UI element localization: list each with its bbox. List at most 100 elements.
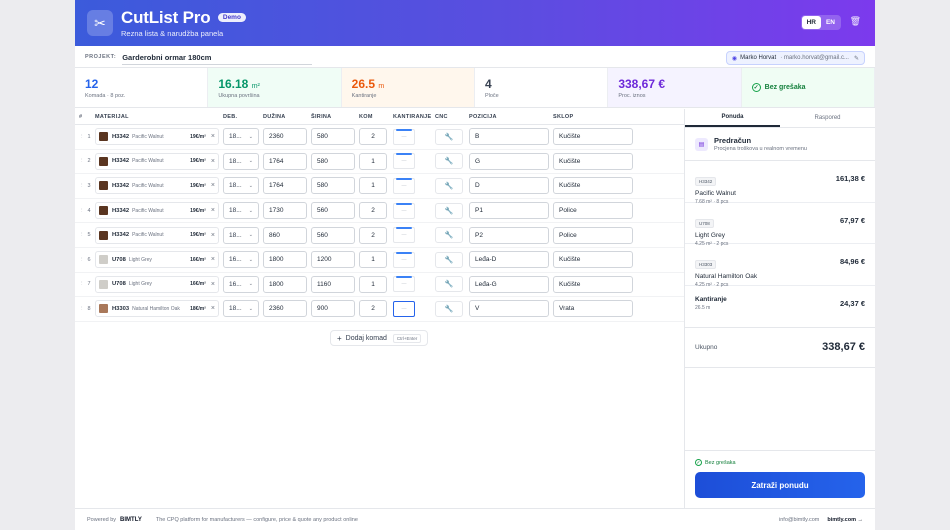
- material-select[interactable]: H3342 Pacific Walnut 19€/m² ×: [95, 202, 219, 220]
- position-input[interactable]: G: [469, 152, 549, 170]
- wrench-icon[interactable]: 🔧: [435, 202, 463, 219]
- close-icon[interactable]: ×: [210, 207, 215, 215]
- quantity-input[interactable]: 2: [359, 300, 387, 318]
- thickness-select[interactable]: 18... ⌄: [223, 202, 259, 220]
- thickness-select[interactable]: 18... ⌄: [223, 152, 259, 170]
- position-input[interactable]: B: [469, 128, 549, 146]
- length-input[interactable]: 2360: [263, 128, 307, 146]
- width-input[interactable]: 580: [311, 177, 355, 195]
- wrench-icon[interactable]: 🔧: [435, 276, 463, 293]
- quantity-input[interactable]: 1: [359, 275, 387, 293]
- assembly-input[interactable]: Kučište: [553, 128, 633, 146]
- wrench-icon[interactable]: 🔧: [435, 128, 463, 145]
- material-select[interactable]: U708 Light Grey 16€/m² ×: [95, 251, 219, 269]
- position-input[interactable]: Leđa-G: [469, 275, 549, 293]
- quantity-input[interactable]: 1: [359, 251, 387, 269]
- tab-offer[interactable]: Ponuda: [685, 109, 780, 127]
- material-select[interactable]: H3342 Pacific Walnut 19€/m² ×: [95, 177, 219, 195]
- edge-banding-picker[interactable]: —: [393, 251, 415, 268]
- close-icon[interactable]: ×: [210, 280, 215, 288]
- edge-banding-picker[interactable]: —: [393, 128, 415, 145]
- length-input[interactable]: 1730: [263, 202, 307, 220]
- material-select[interactable]: H3342 Pacific Walnut 19€/m² ×: [95, 152, 219, 170]
- quantity-input[interactable]: 1: [359, 177, 387, 195]
- quantity-input[interactable]: 1: [359, 152, 387, 170]
- footer-site-link[interactable]: bimtly.com →: [827, 516, 863, 523]
- width-input[interactable]: 900: [311, 300, 355, 318]
- close-icon[interactable]: ×: [210, 305, 215, 313]
- user-chip[interactable]: ◉ Marko Horvat · marko.horvat@gmail.c...…: [725, 51, 865, 65]
- drag-handle-icon[interactable]: ⋮: [79, 133, 85, 140]
- edge-banding-picker[interactable]: —: [393, 202, 415, 219]
- lang-en-button[interactable]: EN: [825, 19, 835, 26]
- width-input[interactable]: 1160: [311, 275, 355, 293]
- drag-handle-icon[interactable]: ⋮: [79, 232, 85, 239]
- close-icon[interactable]: ×: [210, 182, 215, 190]
- position-input[interactable]: P1: [469, 202, 549, 220]
- position-input[interactable]: V: [469, 300, 549, 318]
- thickness-select[interactable]: 18... ⌄: [223, 177, 259, 195]
- close-icon[interactable]: ×: [210, 231, 215, 239]
- drag-handle-icon[interactable]: ⋮: [79, 256, 85, 263]
- length-input[interactable]: 1764: [263, 177, 307, 195]
- material-select[interactable]: H3303 Natural Hamilton Oak 18€/m² ×: [95, 300, 219, 318]
- thickness-select[interactable]: 18... ⌄: [223, 226, 259, 244]
- assembly-input[interactable]: Vrata: [553, 300, 633, 318]
- close-icon[interactable]: ×: [210, 157, 215, 165]
- material-select[interactable]: H3342 Pacific Walnut 19€/m² ×: [95, 128, 219, 146]
- add-piece-button[interactable]: + Dodaj komad Ctrl+Enter: [330, 330, 429, 346]
- drag-handle-icon[interactable]: ⋮: [79, 158, 85, 165]
- assembly-input[interactable]: Police: [553, 202, 633, 220]
- assembly-input[interactable]: Kučište: [553, 177, 633, 195]
- drag-handle-icon[interactable]: ⋮: [79, 182, 85, 189]
- drag-handle-icon[interactable]: ⋮: [79, 305, 85, 312]
- width-input[interactable]: 560: [311, 226, 355, 244]
- width-input[interactable]: 580: [311, 152, 355, 170]
- position-input[interactable]: P2: [469, 226, 549, 244]
- drag-handle-icon[interactable]: ⋮: [79, 207, 85, 214]
- position-input[interactable]: D: [469, 177, 549, 195]
- width-input[interactable]: 580: [311, 128, 355, 146]
- drag-handle-icon[interactable]: ⋮: [79, 281, 85, 288]
- edge-banding-picker[interactable]: —: [393, 177, 415, 194]
- project-name-input[interactable]: Garderobni ormar 180cm: [122, 53, 313, 65]
- length-input[interactable]: 1800: [263, 275, 307, 293]
- footer-brand[interactable]: BIMTLY: [120, 516, 142, 523]
- thickness-select[interactable]: 16... ⌄: [223, 251, 259, 269]
- close-icon[interactable]: ×: [210, 133, 215, 141]
- edit-icon[interactable]: ✎: [853, 55, 859, 62]
- width-input[interactable]: 560: [311, 202, 355, 220]
- tab-layout[interactable]: Raspored: [814, 115, 841, 121]
- length-input[interactable]: 1764: [263, 152, 307, 170]
- footer-email-link[interactable]: info@bimtly.com: [779, 516, 820, 523]
- request-quote-button[interactable]: Zatraži ponudu: [695, 472, 865, 498]
- quantity-input[interactable]: 2: [359, 226, 387, 244]
- wrench-icon[interactable]: 🔧: [435, 227, 463, 244]
- edge-banding-picker[interactable]: —: [393, 227, 415, 244]
- quantity-input[interactable]: 2: [359, 202, 387, 220]
- length-input[interactable]: 2360: [263, 300, 307, 318]
- thickness-select[interactable]: 18... ⌄: [223, 128, 259, 146]
- material-select[interactable]: H3342 Pacific Walnut 19€/m² ×: [95, 226, 219, 244]
- edge-banding-picker[interactable]: —: [393, 300, 415, 317]
- trash-icon[interactable]: 🗑: [849, 16, 861, 26]
- wrench-icon[interactable]: 🔧: [435, 177, 463, 194]
- wrench-icon[interactable]: 🔧: [435, 153, 463, 170]
- width-input[interactable]: 1200: [311, 251, 355, 269]
- position-input[interactable]: Leđa-D: [469, 251, 549, 269]
- assembly-input[interactable]: Police: [553, 226, 633, 244]
- length-input[interactable]: 1800: [263, 251, 307, 269]
- assembly-input[interactable]: Kučište: [553, 251, 633, 269]
- assembly-input[interactable]: Kučište: [553, 152, 633, 170]
- edge-banding-picker[interactable]: —: [393, 153, 415, 170]
- close-icon[interactable]: ×: [210, 256, 215, 264]
- wrench-icon[interactable]: 🔧: [435, 300, 463, 317]
- assembly-input[interactable]: Kučište: [553, 275, 633, 293]
- wrench-icon[interactable]: 🔧: [435, 251, 463, 268]
- thickness-select[interactable]: 18... ⌄: [223, 300, 259, 318]
- length-input[interactable]: 860: [263, 226, 307, 244]
- edge-banding-picker[interactable]: —: [393, 276, 415, 293]
- thickness-select[interactable]: 16... ⌄: [223, 275, 259, 293]
- material-select[interactable]: U708 Light Grey 16€/m² ×: [95, 275, 219, 293]
- lang-hr-button[interactable]: HR: [801, 16, 821, 29]
